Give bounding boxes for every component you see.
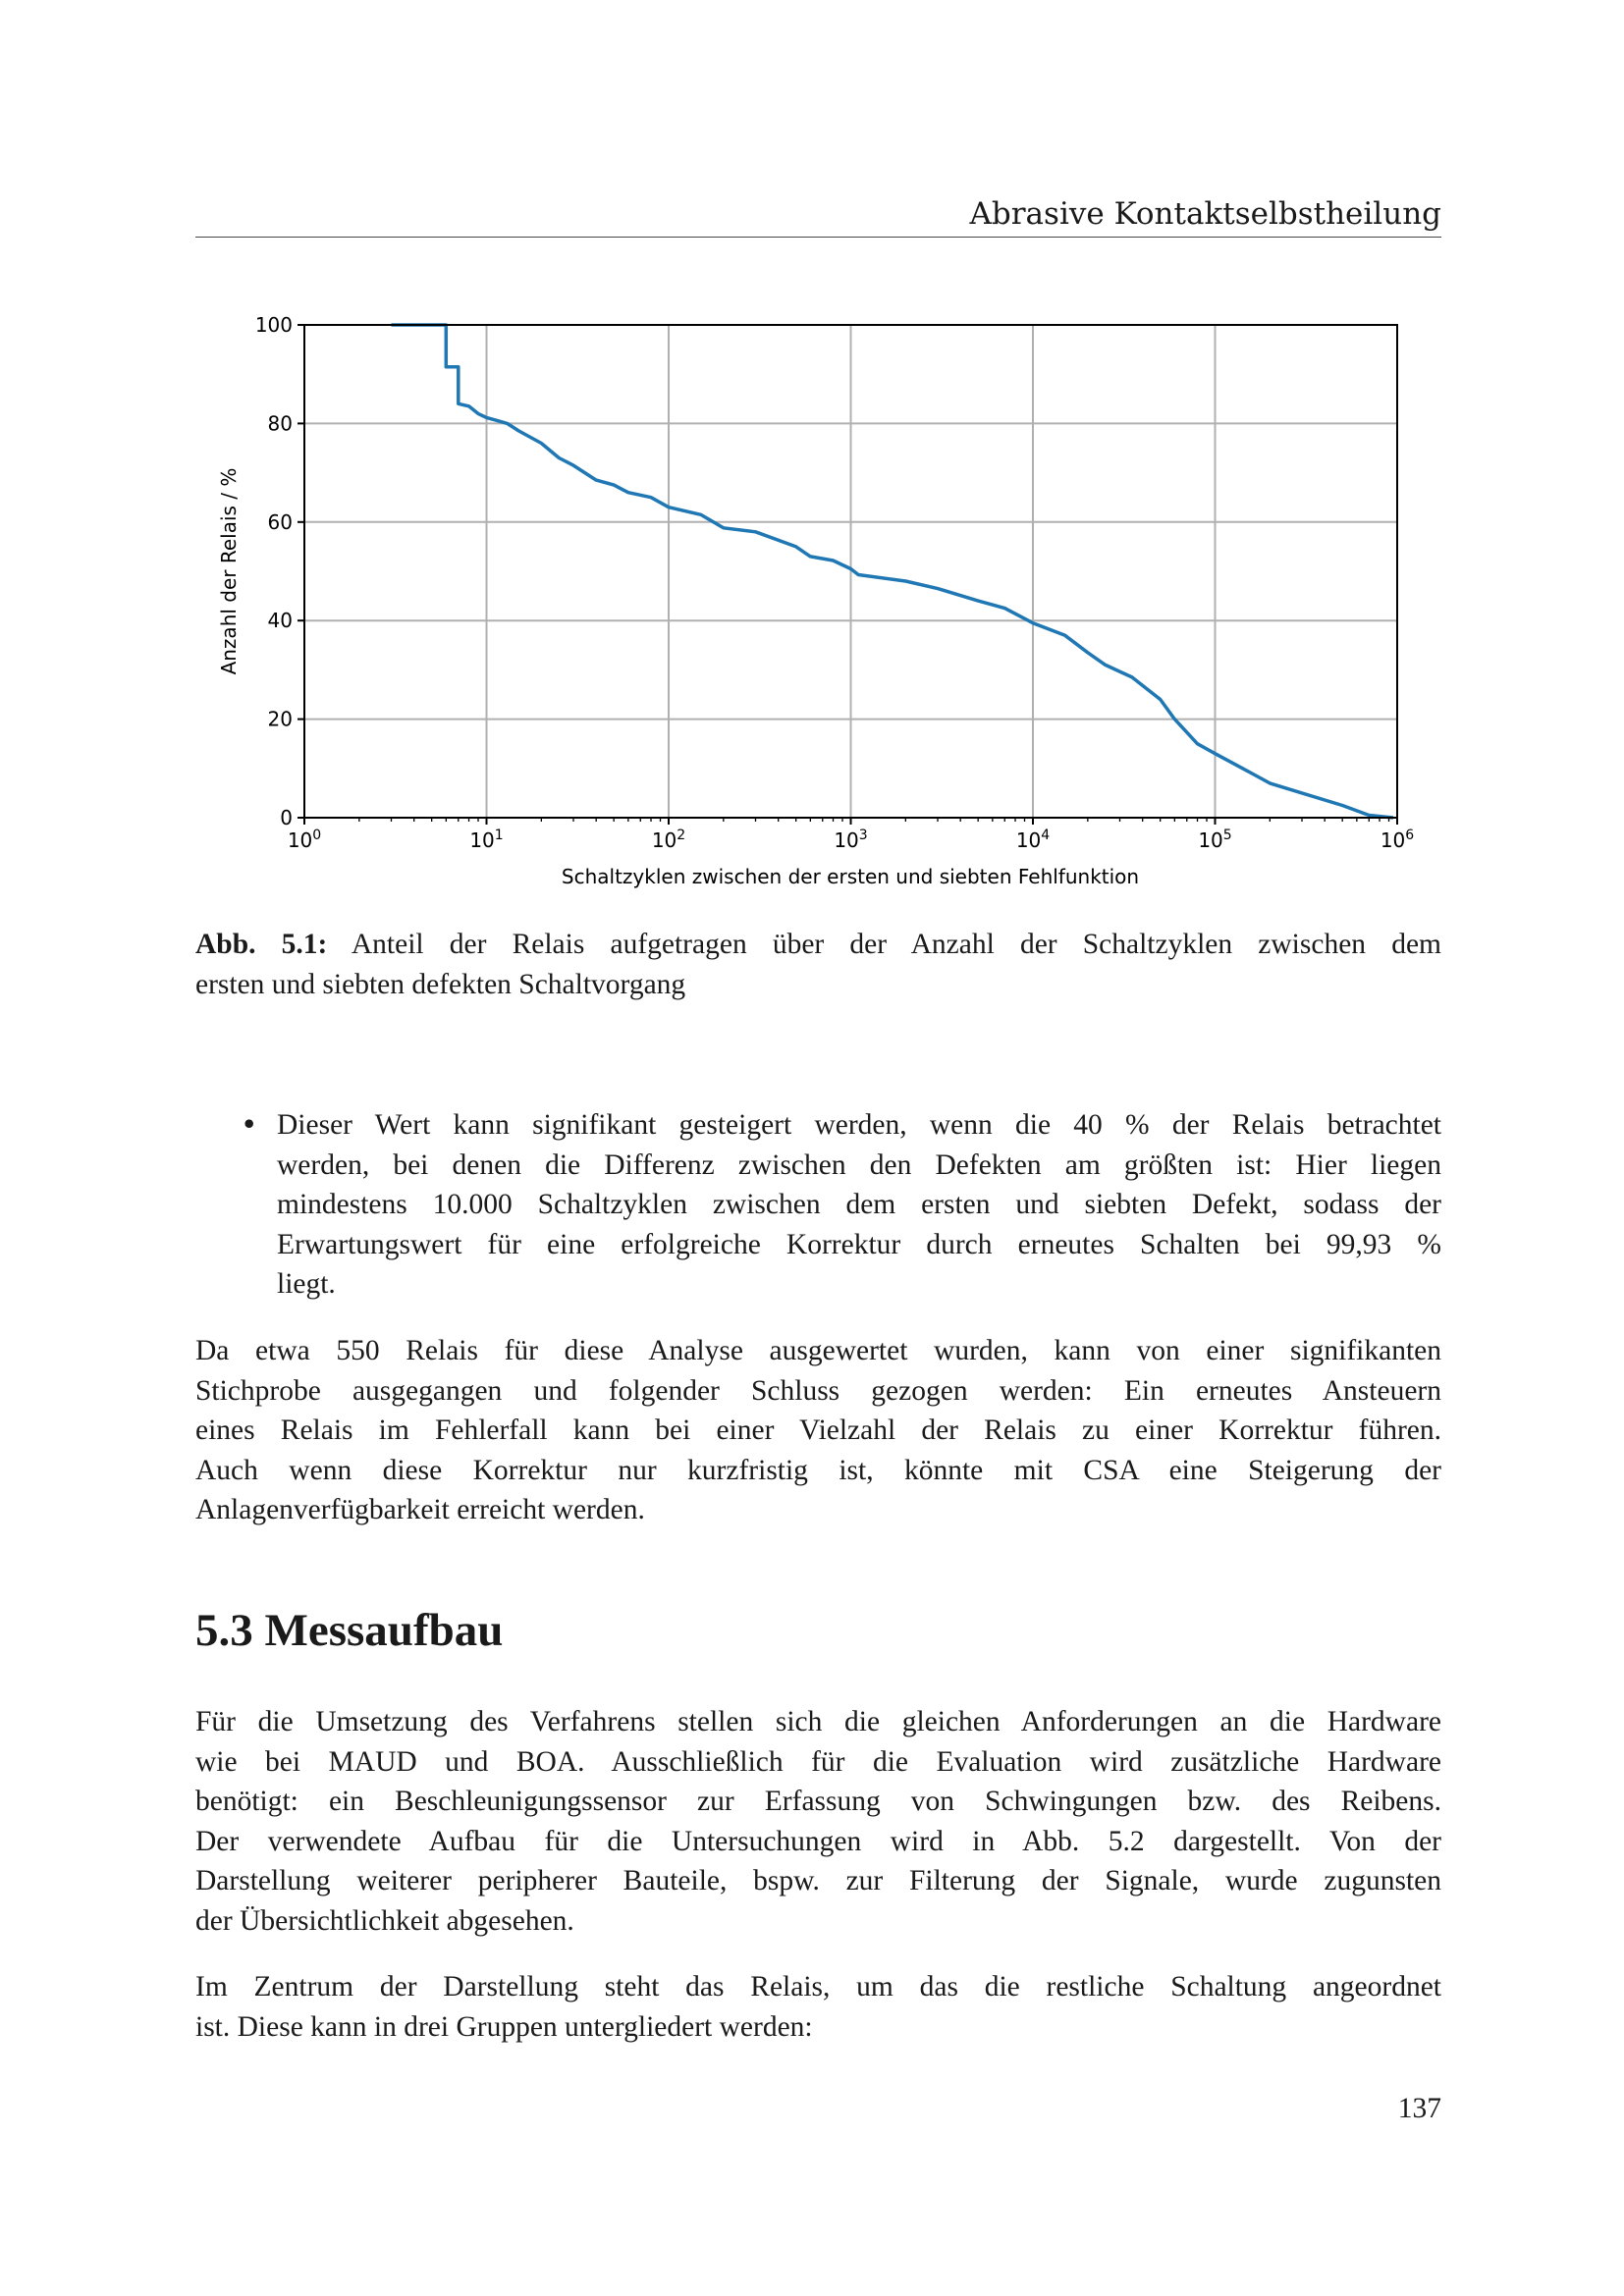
grid bbox=[303, 324, 1398, 819]
x-axis-label: Schaltzyklen zwischen der ersten und sie… bbox=[562, 865, 1139, 888]
text-line: Da etwa 550 Relais für diese Analyse aus… bbox=[195, 1335, 1441, 1366]
paragraph: Da etwa 550 Relais für diese Analyse aus… bbox=[195, 1331, 1441, 1530]
caption-line: ersten und siebten defekten Schaltvorgan… bbox=[195, 968, 686, 1000]
bullet-marker: • bbox=[241, 1108, 258, 1142]
text-line: Erwartungswert für eine erfolgreiche Kor… bbox=[277, 1228, 1441, 1260]
section-heading: 5.3 Messaufbau bbox=[195, 1605, 504, 1656]
text-line: Für die Umsetzung des Verfahrens stellen… bbox=[195, 1706, 1441, 1737]
text-line: Der verwendete Aufbau für die Untersuchu… bbox=[195, 1825, 1441, 1857]
text-line: benötigt: ein Beschleunigungssensor zur … bbox=[195, 1786, 1441, 1818]
y-tick-label: 80 bbox=[268, 411, 293, 435]
text-line: Anlagenverfügbarkeit erreicht werden. bbox=[195, 1494, 645, 1526]
y-tick-label: 20 bbox=[268, 708, 293, 731]
text-line: wie bei MAUD und BOA. Ausschließlich für… bbox=[195, 1745, 1441, 1778]
data-series-line bbox=[391, 323, 1394, 820]
paragraph: Für die Umsetzung des Verfahrens stellen… bbox=[195, 1702, 1441, 1942]
x-tick-label: 102 bbox=[652, 828, 685, 852]
y-tick-label: 60 bbox=[268, 510, 293, 534]
page-number: 137 bbox=[1397, 2093, 1441, 2124]
text-line: Stichprobe ausgegangen und folgender Sch… bbox=[195, 1374, 1441, 1407]
figure-caption: Abb. 5.1: Anteil der Relais aufgetragen … bbox=[195, 925, 1441, 1004]
x-tick-label: 103 bbox=[834, 828, 867, 852]
y-tick-label: 0 bbox=[280, 806, 293, 829]
header-rule bbox=[195, 237, 1441, 238]
text-line: Auch wenn diese Korrektur nur kurzfristi… bbox=[195, 1454, 1441, 1486]
text-line: der Übersichtlichkeit abgesehen. bbox=[195, 1904, 574, 1937]
paragraph: Im Zentrum der Darstellung steht das Rel… bbox=[195, 1967, 1441, 2047]
running-header: Abrasive Kontaktselbstheilung bbox=[969, 196, 1442, 232]
y-tick-label: 100 bbox=[255, 313, 293, 337]
x-tick-label: 100 bbox=[288, 828, 321, 852]
x-tick-label: 104 bbox=[1016, 828, 1050, 852]
text-line: ist. Diese kann in drei Gruppen untergli… bbox=[195, 2010, 813, 2043]
text-line: Darstellung weiterer peripherer Bauteile… bbox=[195, 1865, 1441, 1897]
y-tick-label: 40 bbox=[268, 609, 293, 632]
x-tick-label: 106 bbox=[1380, 828, 1414, 852]
bullet-item: Dieser Wert kann signifikant gesteigert … bbox=[277, 1105, 1441, 1305]
survival-chart: 100 101 102 103 104 105 106 0 20 40 60 80 100 Schalt… bbox=[217, 313, 1414, 888]
caption-line: Abb. 5.1: Anteil der Relais aufgetragen … bbox=[195, 929, 1441, 960]
x-tick-label: 101 bbox=[469, 828, 503, 852]
ticks: 100 101 102 103 104 105 106 0 20 40 60 80 100 bbox=[255, 313, 1414, 852]
text-line: mindestens 10.000 Schaltzyklen zwischen … bbox=[277, 1189, 1441, 1221]
curve-layer bbox=[391, 323, 1394, 820]
text-line: eines Relais im Fehlerfall kann bei eine… bbox=[195, 1415, 1441, 1447]
text-line: liegt. bbox=[277, 1268, 336, 1301]
text-line: Dieser Wert kann signifikant gesteigert … bbox=[277, 1109, 1441, 1141]
text-line: werden, bei denen die Differenz zwischen… bbox=[277, 1148, 1441, 1181]
caption-label: Abb. 5.1: bbox=[195, 929, 328, 960]
y-axis-label: Anzahl der Relais / % bbox=[217, 468, 241, 675]
x-tick-label: 105 bbox=[1198, 828, 1231, 852]
text-line: Im Zentrum der Darstellung steht das Rel… bbox=[195, 1971, 1441, 2002]
